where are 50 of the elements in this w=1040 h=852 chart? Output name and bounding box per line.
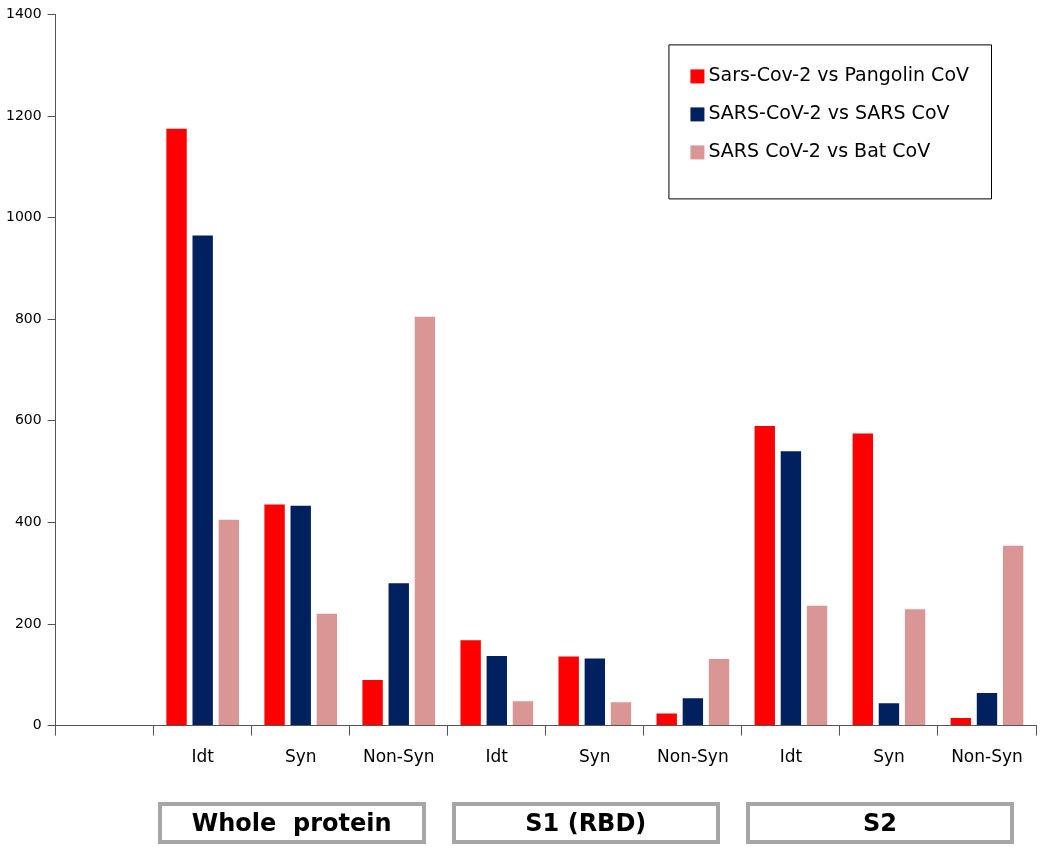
legend-label: SARS CoV-2 vs Bat CoV bbox=[708, 139, 931, 162]
bar bbox=[878, 703, 900, 726]
y-tick-label: 0 bbox=[32, 716, 42, 733]
x-tick-label: Idt bbox=[485, 746, 509, 767]
bar bbox=[976, 693, 998, 726]
bar bbox=[166, 128, 187, 726]
x-tick-label: Syn bbox=[579, 746, 611, 767]
bar bbox=[1002, 545, 1024, 726]
bar bbox=[708, 659, 730, 726]
bar bbox=[388, 583, 409, 726]
x-tick-label: Syn bbox=[284, 746, 317, 767]
x-tick-label: Idt bbox=[191, 746, 215, 767]
x-tick-label: Non-Syn bbox=[951, 746, 1023, 767]
bar bbox=[950, 717, 972, 726]
bar bbox=[682, 698, 704, 726]
text: S1 (RBD) bbox=[451, 802, 720, 844]
y-tick-label: 400 bbox=[14, 513, 42, 530]
bar bbox=[264, 504, 285, 726]
y-tick-label: 1000 bbox=[5, 208, 42, 225]
legend-label: SARS-CoV-2 vs SARS CoV bbox=[708, 101, 950, 124]
bar bbox=[780, 451, 802, 726]
text: Whole protein bbox=[157, 802, 426, 844]
y-tick-label: 200 bbox=[14, 614, 42, 631]
bar bbox=[584, 658, 606, 726]
bar bbox=[806, 605, 828, 726]
x-tick-label: Non-Syn bbox=[362, 746, 435, 767]
legend-label: Sars-Cov-2 vs Pangolin CoV bbox=[708, 63, 970, 86]
bar bbox=[852, 433, 873, 726]
bar bbox=[218, 519, 240, 726]
bar bbox=[904, 609, 926, 726]
bar bbox=[362, 679, 383, 726]
bar bbox=[290, 505, 311, 726]
y-tick-label: 800 bbox=[14, 309, 42, 326]
bar bbox=[754, 425, 775, 726]
bar bbox=[460, 640, 481, 726]
y-tick-label: 1200 bbox=[5, 106, 42, 123]
bar bbox=[192, 235, 213, 726]
y-tick-label: 1400 bbox=[5, 5, 42, 22]
bar bbox=[610, 702, 632, 726]
bar bbox=[558, 656, 579, 726]
x-tick-label: Non-Syn bbox=[657, 746, 729, 767]
bar bbox=[656, 713, 677, 726]
bar bbox=[486, 656, 507, 726]
bar bbox=[512, 701, 534, 726]
x-tick-label: Syn bbox=[873, 746, 905, 767]
bar bbox=[316, 613, 338, 726]
x-tick-label: Idt bbox=[779, 746, 803, 767]
text: S2 bbox=[745, 802, 1014, 844]
bar bbox=[414, 316, 436, 726]
y-tick-label: 600 bbox=[14, 411, 42, 428]
